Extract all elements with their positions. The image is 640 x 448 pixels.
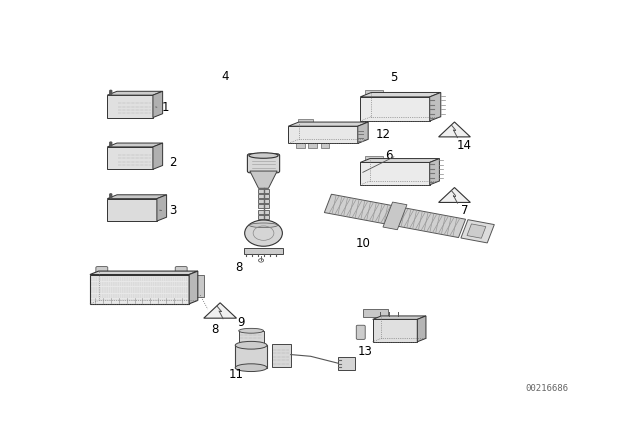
Polygon shape xyxy=(383,202,407,230)
Polygon shape xyxy=(288,126,358,143)
FancyBboxPatch shape xyxy=(296,143,305,147)
FancyBboxPatch shape xyxy=(363,309,388,317)
Polygon shape xyxy=(438,188,470,202)
Ellipse shape xyxy=(239,328,264,333)
Text: 2: 2 xyxy=(169,156,177,169)
FancyBboxPatch shape xyxy=(239,331,264,345)
FancyBboxPatch shape xyxy=(117,98,147,115)
FancyBboxPatch shape xyxy=(248,154,280,173)
Polygon shape xyxy=(372,316,426,319)
Polygon shape xyxy=(157,195,166,221)
FancyBboxPatch shape xyxy=(356,325,365,340)
Circle shape xyxy=(110,197,112,198)
FancyBboxPatch shape xyxy=(308,143,317,147)
Polygon shape xyxy=(108,198,157,221)
Polygon shape xyxy=(108,147,153,169)
FancyBboxPatch shape xyxy=(365,90,383,94)
Text: 10: 10 xyxy=(355,237,370,250)
Polygon shape xyxy=(372,319,417,342)
Circle shape xyxy=(110,194,112,195)
Polygon shape xyxy=(461,220,494,243)
Polygon shape xyxy=(250,171,277,188)
Circle shape xyxy=(244,220,282,246)
Polygon shape xyxy=(108,91,163,95)
Ellipse shape xyxy=(250,223,278,228)
FancyBboxPatch shape xyxy=(175,267,187,274)
Polygon shape xyxy=(438,122,470,137)
Text: 8: 8 xyxy=(235,261,243,274)
Text: 3: 3 xyxy=(169,204,177,217)
FancyBboxPatch shape xyxy=(257,194,269,198)
FancyBboxPatch shape xyxy=(109,96,115,116)
Polygon shape xyxy=(358,122,368,143)
Text: 9: 9 xyxy=(237,316,245,329)
Text: 1: 1 xyxy=(162,101,170,114)
FancyBboxPatch shape xyxy=(116,202,132,218)
FancyBboxPatch shape xyxy=(365,156,383,160)
FancyBboxPatch shape xyxy=(96,267,108,274)
Polygon shape xyxy=(108,143,163,147)
Text: 00216686: 00216686 xyxy=(525,383,568,392)
FancyBboxPatch shape xyxy=(272,344,291,367)
FancyBboxPatch shape xyxy=(109,200,114,220)
Polygon shape xyxy=(288,122,368,126)
Circle shape xyxy=(110,92,112,93)
Text: 12: 12 xyxy=(376,128,390,141)
Circle shape xyxy=(110,195,112,197)
Polygon shape xyxy=(360,92,441,97)
Text: 6: 6 xyxy=(385,149,392,162)
Polygon shape xyxy=(324,194,465,237)
FancyBboxPatch shape xyxy=(257,189,269,193)
Polygon shape xyxy=(189,271,198,304)
Text: 13: 13 xyxy=(358,345,372,358)
FancyBboxPatch shape xyxy=(298,119,313,123)
Polygon shape xyxy=(90,275,189,304)
Ellipse shape xyxy=(249,153,278,158)
Circle shape xyxy=(110,142,112,143)
Text: 5: 5 xyxy=(390,71,397,84)
Circle shape xyxy=(110,145,112,146)
FancyBboxPatch shape xyxy=(195,275,204,297)
FancyBboxPatch shape xyxy=(134,202,150,218)
FancyBboxPatch shape xyxy=(117,150,147,167)
Ellipse shape xyxy=(236,341,267,349)
Polygon shape xyxy=(360,97,429,121)
Polygon shape xyxy=(467,224,486,238)
Polygon shape xyxy=(417,316,426,342)
Circle shape xyxy=(110,143,112,145)
Polygon shape xyxy=(360,159,440,163)
Text: 14: 14 xyxy=(457,139,472,152)
Polygon shape xyxy=(153,91,163,117)
Polygon shape xyxy=(90,271,198,275)
Polygon shape xyxy=(429,92,441,121)
FancyBboxPatch shape xyxy=(321,143,330,147)
Polygon shape xyxy=(153,143,163,169)
Ellipse shape xyxy=(236,364,267,371)
Circle shape xyxy=(110,90,112,92)
FancyBboxPatch shape xyxy=(244,248,284,254)
Polygon shape xyxy=(429,159,440,185)
Text: 11: 11 xyxy=(228,368,244,381)
Polygon shape xyxy=(204,303,237,318)
Text: 8: 8 xyxy=(211,323,219,336)
FancyBboxPatch shape xyxy=(257,199,269,203)
Text: 7: 7 xyxy=(461,204,468,217)
FancyBboxPatch shape xyxy=(257,210,269,214)
FancyBboxPatch shape xyxy=(109,148,115,168)
Circle shape xyxy=(110,93,112,95)
Polygon shape xyxy=(108,95,153,117)
FancyBboxPatch shape xyxy=(257,204,269,208)
FancyBboxPatch shape xyxy=(257,215,269,219)
Text: 4: 4 xyxy=(221,70,229,83)
FancyBboxPatch shape xyxy=(236,345,267,368)
FancyBboxPatch shape xyxy=(338,357,355,370)
Polygon shape xyxy=(108,195,166,198)
Polygon shape xyxy=(360,163,429,185)
